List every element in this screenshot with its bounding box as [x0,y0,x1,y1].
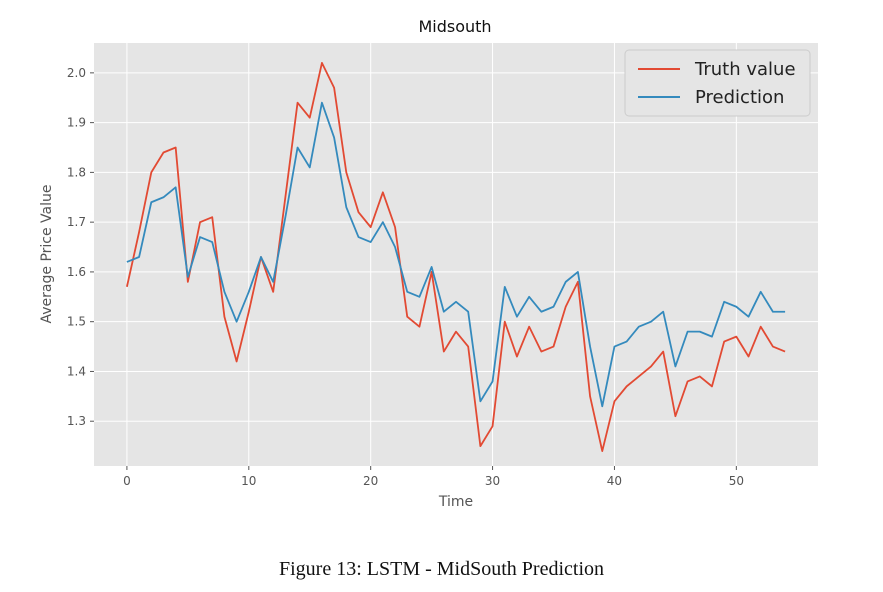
y-tick-label: 2.0 [67,66,86,80]
x-tick-label: 0 [123,474,131,488]
y-tick-label: 1.7 [67,215,86,229]
y-axis-label: Average Price Value [39,185,55,324]
chart-title: Midsouth [418,17,491,36]
series-line-prediction [126,101,786,408]
legend-label-truth-value: Truth value [694,59,796,80]
y-tick-label: 1.4 [67,364,86,378]
y-tick-label: 1.9 [67,116,86,130]
y-axis-ticks: 1.3 1.4 1.5 1.6 1.7 1.8 1.9 2.0 [67,66,94,428]
y-tick-label: 1.3 [67,414,86,428]
legend-box [624,49,811,117]
x-tick-label: 40 [607,474,622,488]
x-axis-ticks: 0 10 20 30 40 50 [123,466,744,488]
series-lines [126,62,786,452]
grid-lines [94,43,818,466]
x-tick-label: 30 [485,474,500,488]
y-tick-label: 1.6 [67,265,86,279]
x-tick-label: 20 [363,474,378,488]
x-tick-label: 50 [729,474,744,488]
figure-caption: Figure 13: LSTM - MidSouth Prediction [279,558,604,580]
chart: Midsouth 0 10 20 30 40 50 1.31.41.51.61.71.81… [39,17,818,510]
y-tick-label: 1.5 [67,315,86,329]
x-axis-label: Time [438,494,473,510]
series-line-truth-value [126,62,786,452]
legend-label-prediction: Prediction [695,87,784,108]
legend: Truth value Prediction [624,49,811,117]
y-tick-label: 1.8 [67,165,86,179]
x-tick-label: 10 [241,474,256,488]
